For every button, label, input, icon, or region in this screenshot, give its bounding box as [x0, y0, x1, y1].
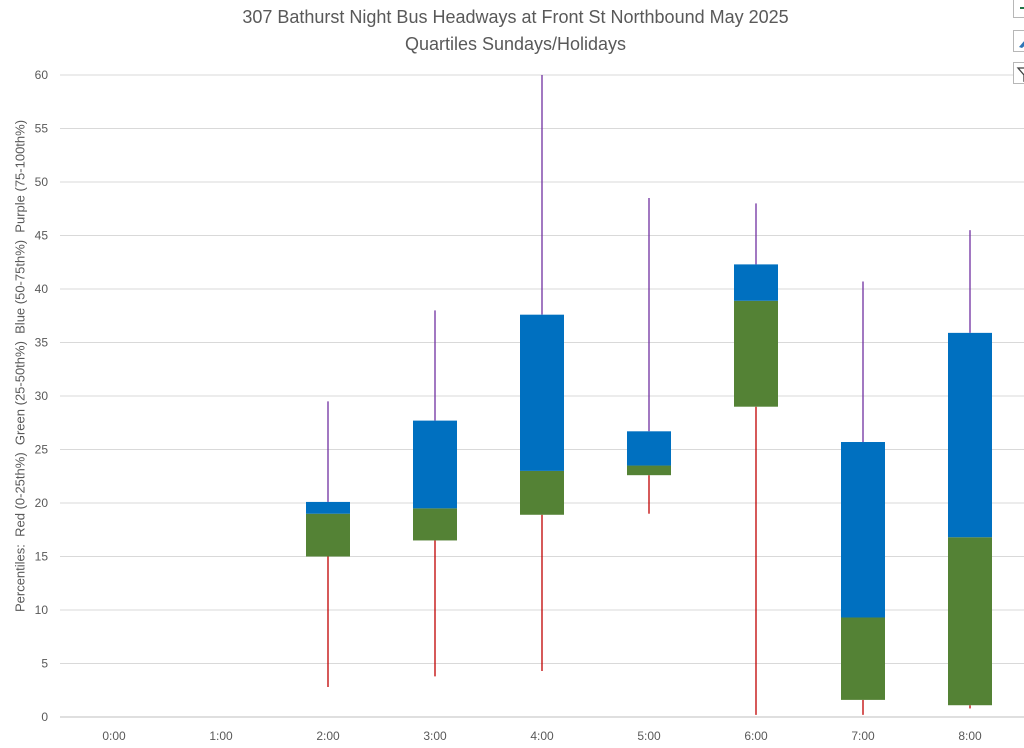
y-tick-label: 45 [35, 229, 49, 243]
lower-box [948, 537, 992, 706]
y-tick-label: 20 [35, 496, 49, 510]
x-tick-label: 2:00 [316, 729, 340, 743]
plus-icon [1020, 3, 1024, 13]
x-tick-label: 8:00 [958, 729, 982, 743]
x-tick-label: 6:00 [744, 729, 768, 743]
y-tick-label: 5 [41, 657, 48, 671]
y-tick-label: 30 [35, 389, 49, 403]
lower-box [520, 470, 564, 515]
upper-box [734, 264, 778, 301]
lower-box [627, 465, 671, 476]
chart-subtitle: Quartiles Sundays/Holidays [404, 34, 627, 54]
y-tick-label: 50 [35, 175, 49, 189]
y-tick-label: 35 [35, 336, 49, 350]
lower-box [306, 513, 350, 557]
x-tick-label: 0:00 [102, 729, 126, 743]
y-tick-label: 40 [35, 282, 49, 296]
x-tick-label: 3:00 [423, 729, 447, 743]
upper-box [627, 431, 671, 466]
lower-box [734, 300, 778, 407]
upper-box [413, 420, 457, 509]
upper-box [841, 442, 885, 618]
paintbrush-icon [1019, 41, 1024, 48]
x-tick-label: 5:00 [637, 729, 661, 743]
chart-elements-button[interactable] [1013, 0, 1024, 18]
y-tick-label: 60 [35, 68, 49, 82]
lower-box [413, 508, 457, 541]
chart-filters-button[interactable] [1013, 62, 1024, 84]
x-tick-label: 7:00 [851, 729, 875, 743]
chart-title: 307 Bathurst Night Bus Headways at Front… [242, 7, 789, 27]
y-tick-label: 15 [35, 550, 49, 564]
y-tick-label: 55 [35, 122, 49, 136]
y-tick-label: 0 [41, 710, 48, 724]
upper-box [306, 501, 350, 514]
x-tick-label: 4:00 [530, 729, 554, 743]
filter-icon [1016, 67, 1024, 83]
upper-box [520, 314, 564, 471]
x-tick-label: 1:00 [209, 729, 233, 743]
y-tick-label: 25 [35, 443, 49, 457]
upper-box [948, 332, 992, 538]
y-tick-label: 10 [35, 603, 49, 617]
lower-box [841, 617, 885, 700]
chart-styles-button[interactable] [1013, 30, 1024, 52]
